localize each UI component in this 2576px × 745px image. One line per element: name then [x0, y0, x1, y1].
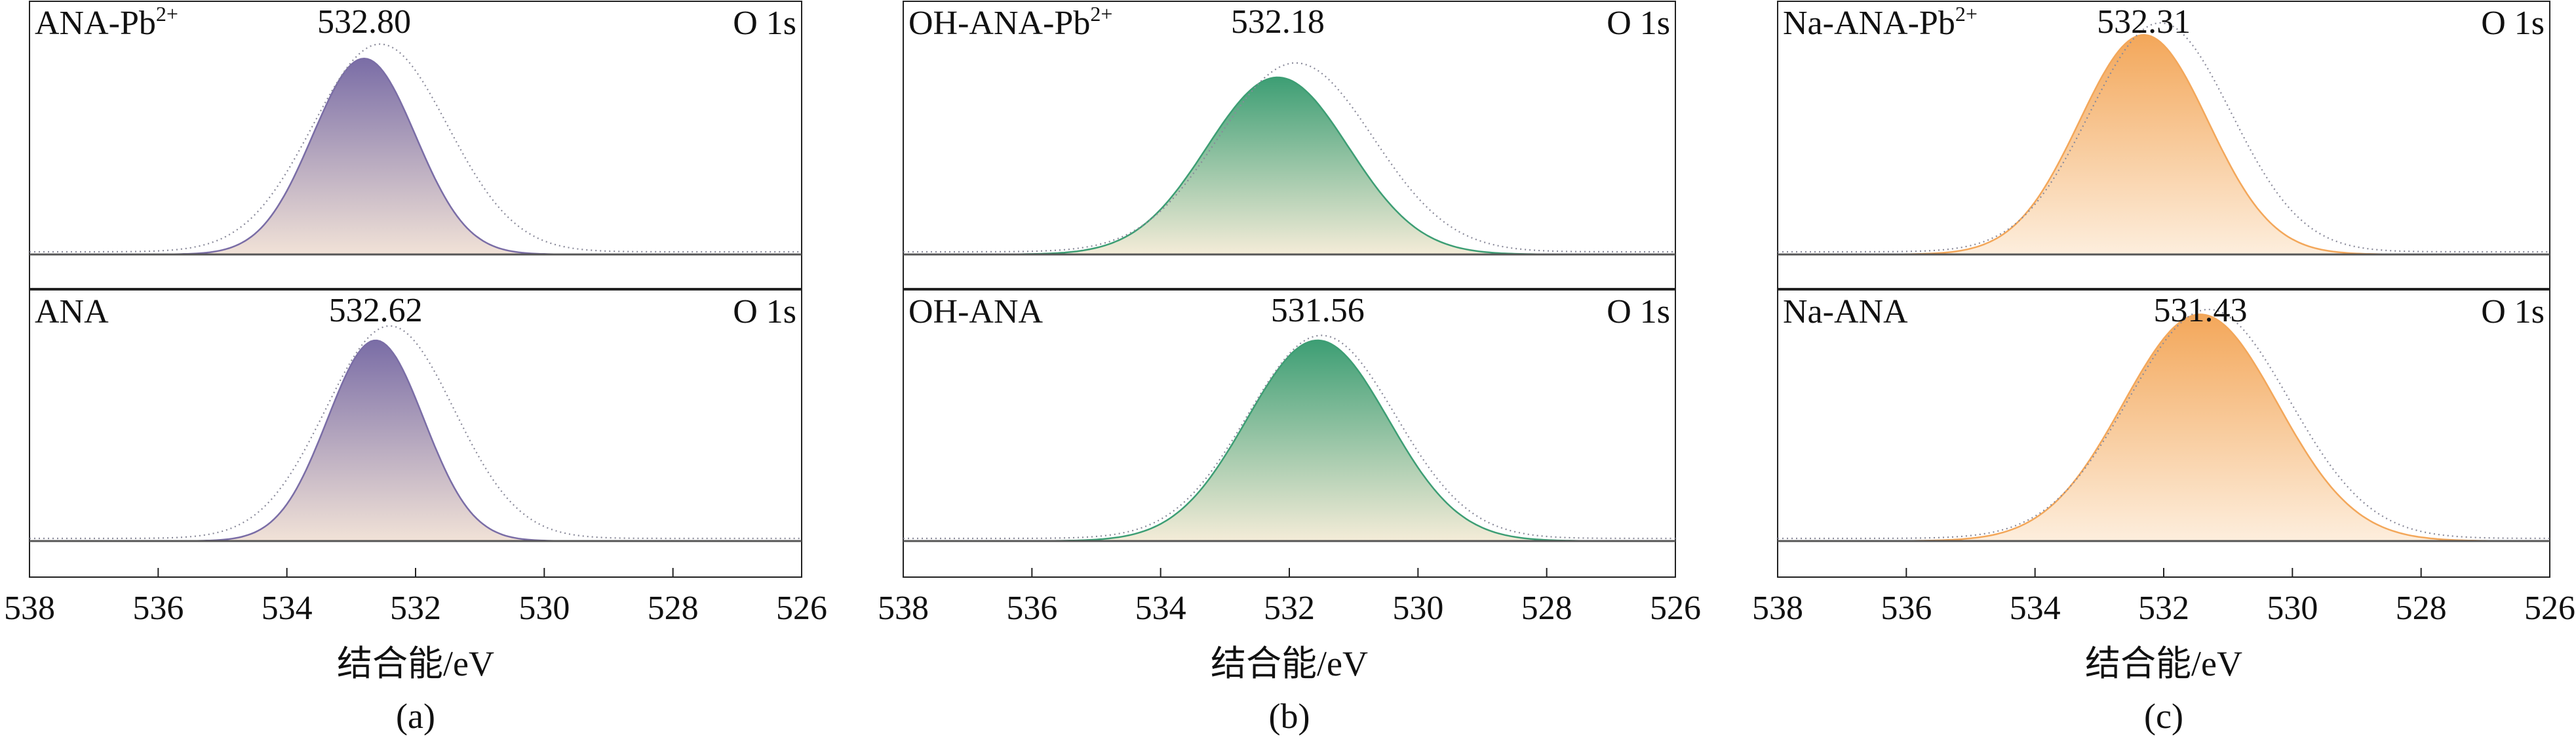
raw-data-dots	[903, 334, 1675, 540]
fit-peak-fill	[903, 340, 1675, 541]
x-tick-label: 534	[262, 590, 313, 627]
subplot-bottom: Na-ANA O 1s 531.43	[1777, 289, 2550, 578]
panel-label: (b)	[1269, 696, 1310, 736]
panel-a: ANA-Pb2+ O 1s 532.80 ANA O 1s 532.62 538 536 534…	[4, 1, 827, 736]
sample-label-sup: 2+	[1955, 2, 1978, 26]
x-tick-label: 534	[1135, 590, 1186, 627]
subplot-top: ANA-Pb2+ O 1s 532.80	[29, 1, 802, 289]
fit-peak-fill	[29, 340, 802, 541]
subplot-frame	[903, 1, 1676, 289]
raw-data-dots	[1778, 22, 2550, 253]
sample-label: OH-ANA-Pb2+	[908, 2, 1112, 42]
sample-label: ANA-Pb2+	[35, 2, 178, 42]
subplot-bottom: ANA O 1s 532.62	[29, 289, 802, 578]
fit-peak-fill	[1778, 35, 2550, 254]
region-label: O 1s	[733, 5, 796, 42]
raw-data-dots	[29, 43, 802, 253]
x-axis: 538 536 534 532 530 528 526	[1752, 568, 2575, 627]
sample-label-base: OH-ANA	[908, 293, 1044, 331]
sample-label-sup: 2+	[156, 2, 178, 26]
peak-label: 532.80	[317, 3, 411, 41]
x-tick-label: 532	[1264, 590, 1315, 627]
panel-b: OH-ANA-Pb2+ O 1s 532.18 OH-ANA O 1s 531.56 538…	[878, 1, 1701, 736]
sample-label: Na-ANA	[1783, 293, 1908, 331]
x-tick-label: 536	[1881, 590, 1932, 627]
region-label: O 1s	[2481, 293, 2545, 331]
x-axis-title: 结合能/eV	[2085, 644, 2242, 683]
fit-peak-fill	[29, 58, 802, 254]
x-axis-title: 结合能/eV	[337, 644, 494, 683]
x-tick-label: 528	[1521, 590, 1572, 627]
sample-label-base: ANA	[35, 293, 109, 331]
subplot-top: OH-ANA-Pb2+ O 1s 532.18	[903, 1, 1676, 289]
subplot-bottom: OH-ANA O 1s 531.56	[903, 289, 1676, 578]
x-tick-label: 532	[390, 590, 441, 627]
sample-label-base: Na-ANA-Pb	[1783, 5, 1955, 42]
region-label: O 1s	[1607, 293, 1670, 331]
fit-peak-fill	[903, 77, 1675, 254]
sample-label: ANA	[35, 293, 109, 331]
peak-label: 532.62	[329, 292, 423, 329]
x-axis: 538 536 534 532 530 528 526	[4, 568, 827, 627]
sample-label-base: Na-ANA	[1783, 293, 1908, 331]
subplot-top: Na-ANA-Pb2+ O 1s 532.31	[1777, 1, 2550, 289]
fit-peak-fill	[1778, 314, 2550, 541]
region-label: O 1s	[1607, 5, 1670, 42]
x-tick-label: 526	[1650, 590, 1701, 627]
x-tick-label: 536	[1006, 590, 1057, 627]
x-axis-title: 结合能/eV	[1211, 644, 1368, 683]
raw-data-dots	[29, 325, 802, 540]
peak-label: 531.56	[1271, 292, 1365, 329]
x-axis: 538 536 534 532 530 528 526	[878, 568, 1701, 627]
peak-label: 531.43	[2153, 292, 2247, 329]
x-tick-label: 538	[4, 590, 55, 627]
sample-label-base: OH-ANA-Pb	[908, 5, 1090, 42]
raw-data-dots	[1778, 308, 2550, 540]
x-tick-label: 530	[2267, 590, 2318, 627]
raw-data-dots	[903, 62, 1675, 253]
panel-label: (a)	[396, 696, 435, 736]
sample-label: OH-ANA	[908, 293, 1044, 331]
x-tick-label: 528	[648, 590, 699, 627]
x-tick-label: 526	[2524, 590, 2575, 627]
x-tick-label: 530	[1392, 590, 1443, 627]
x-tick-label: 538	[1752, 590, 1803, 627]
x-tick-label: 532	[2138, 590, 2189, 627]
x-tick-label: 526	[776, 590, 827, 627]
peak-label: 532.18	[1231, 3, 1325, 41]
sample-label-sup: 2+	[1090, 2, 1112, 26]
panel-label: (c)	[2144, 696, 2183, 736]
subplot-frame	[1777, 1, 2550, 289]
peak-label: 532.31	[2097, 3, 2191, 41]
subplot-frame	[29, 1, 802, 289]
x-tick-label: 536	[132, 590, 184, 627]
x-tick-label: 530	[518, 590, 570, 627]
sample-label: Na-ANA-Pb2+	[1783, 2, 1978, 42]
x-tick-label: 534	[2010, 590, 2061, 627]
region-label: O 1s	[2481, 5, 2545, 42]
region-label: O 1s	[733, 293, 796, 331]
panel-c: Na-ANA-Pb2+ O 1s 532.31 Na-ANA O 1s 531.43 538…	[1752, 1, 2575, 736]
x-tick-label: 528	[2396, 590, 2447, 627]
sample-label-base: ANA-Pb	[35, 5, 156, 42]
x-tick-label: 538	[878, 590, 929, 627]
